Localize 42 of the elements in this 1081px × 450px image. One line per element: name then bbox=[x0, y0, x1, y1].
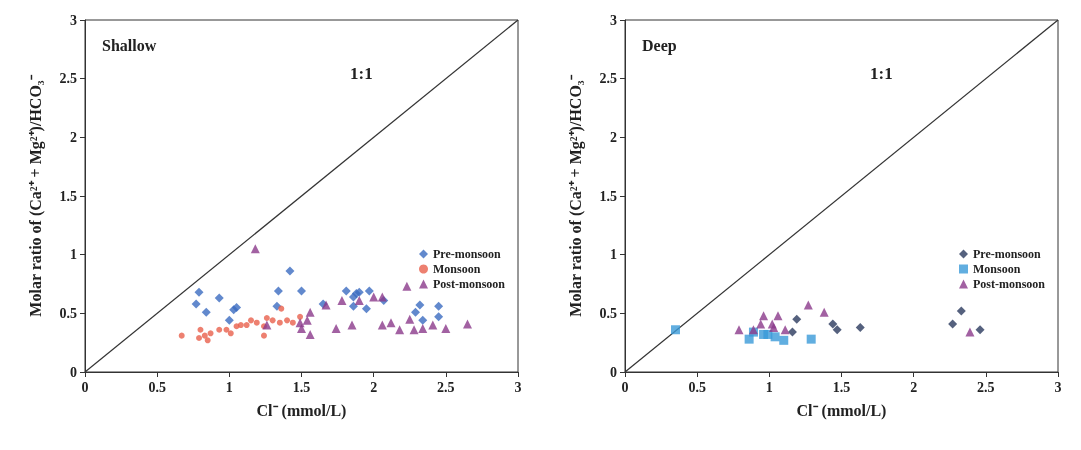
x-tick-label: 3 bbox=[1054, 379, 1062, 395]
x-axis-title: Cl⁻ (mmol/L) bbox=[796, 401, 887, 420]
y-tick-label: 0.5 bbox=[59, 305, 77, 321]
x-tick-label: 2 bbox=[910, 379, 918, 395]
y-tick-label: 0 bbox=[70, 364, 77, 380]
x-tick-label: 0 bbox=[81, 379, 89, 395]
x-tick-label: 0 bbox=[621, 379, 629, 395]
y-tick-label: 1.5 bbox=[599, 188, 617, 204]
x-tick-label: 1.5 bbox=[832, 379, 851, 395]
legend-label: Monsoon bbox=[432, 262, 481, 276]
y-tick-label: 1 bbox=[70, 247, 77, 263]
y-tick-label: 0 bbox=[610, 364, 617, 380]
y-axis-title: Molar ratio of (Ca²⁺ + Mg²⁺)/HCO₃⁻ bbox=[566, 74, 585, 317]
x-tick-label: 3 bbox=[514, 379, 522, 395]
x-tick-label: 2.5 bbox=[977, 379, 995, 395]
x-tick-label: 1 bbox=[225, 379, 233, 395]
y-tick-label: 2.5 bbox=[599, 71, 617, 87]
x-tick-label: 1 bbox=[765, 379, 773, 395]
x-tick-label: 1.5 bbox=[292, 379, 311, 395]
y-axis-title: Molar ratio of (Ca²⁺ + Mg²⁺)/HCO₃⁻ bbox=[26, 74, 45, 317]
y-tick-label: 1.5 bbox=[59, 188, 77, 204]
x-tick-label: 0.5 bbox=[688, 379, 706, 395]
legend-label: Post-monsoon bbox=[432, 277, 506, 291]
y-tick-label: 2 bbox=[610, 129, 617, 145]
y-tick-label: 2.5 bbox=[59, 71, 77, 87]
x-tick-label: 2.5 bbox=[437, 379, 455, 395]
legend-label: Pre-monsoon bbox=[972, 247, 1042, 261]
text: Shallow bbox=[102, 36, 157, 54]
legend-label: Post-monsoon bbox=[972, 277, 1046, 291]
x-axis-title: Cl⁻ (mmol/L) bbox=[256, 401, 347, 420]
x-tick-label: 2 bbox=[370, 379, 378, 395]
y-tick-label: 3 bbox=[70, 12, 77, 28]
legend-label: Monsoon bbox=[972, 262, 1021, 276]
text: Deep bbox=[642, 36, 677, 55]
x-tick-label: 0.5 bbox=[148, 379, 166, 395]
y-tick-label: 3 bbox=[610, 12, 617, 28]
y-tick-label: 2 bbox=[70, 129, 77, 145]
y-tick-label: 0.5 bbox=[599, 305, 617, 321]
annotation: 1:1 bbox=[350, 64, 373, 83]
annotation: 1:1 bbox=[870, 64, 893, 83]
legend-label: Pre-monsoon bbox=[432, 247, 502, 261]
y-tick-label: 1 bbox=[610, 247, 617, 263]
